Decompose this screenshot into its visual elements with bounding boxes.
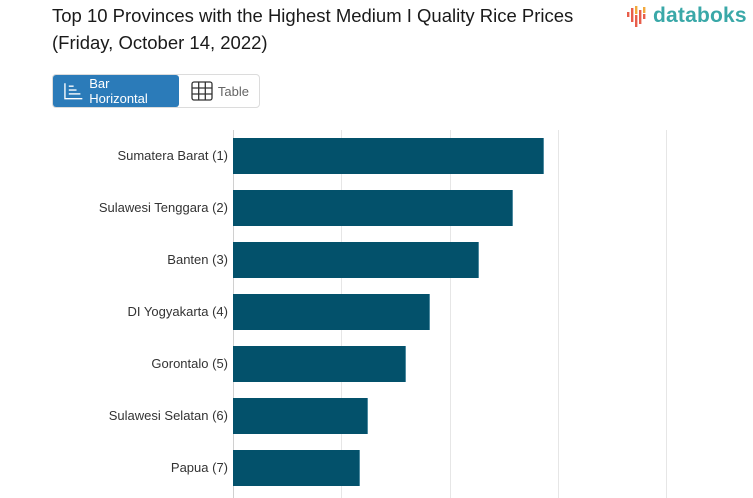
bar[interactable] [233,450,360,486]
databoks-logo[interactable]: databoks [626,3,747,29]
bar[interactable] [233,346,406,382]
category-label: Sulawesi Selatan (6) [108,408,228,423]
view-toggle: Bar Horizontal Table [52,74,260,108]
logo-text: databoks [653,4,747,27]
bar[interactable] [233,398,368,434]
bar-horizontal-label: Bar Horizontal [89,76,148,106]
table-label: Table [217,83,249,99]
category-label: Banten (3) [167,252,228,267]
bar[interactable] [233,242,479,278]
bar[interactable] [233,138,544,174]
bar[interactable] [233,190,513,226]
bar-horizontal-button[interactable]: Bar Horizontal [53,75,179,107]
category-label: Sumatera Barat (1) [117,148,228,163]
gridline [666,130,667,498]
table-grid-icon [191,81,213,101]
category-label: Sulawesi Tenggara (2) [98,200,228,215]
gridline [450,130,451,498]
bar-horizontal-icon [64,83,83,100]
category-label: Papua (7) [170,460,228,475]
bar[interactable] [233,294,430,330]
gridline [558,130,559,498]
category-label: Gorontalo (5) [151,356,228,371]
table-button[interactable]: Table [179,75,259,107]
chart-title: Top 10 Provinces with the Highest Medium… [52,5,574,53]
category-label: DI Yogyakarta (4) [127,304,228,319]
bar-waveform-icon [627,6,646,27]
